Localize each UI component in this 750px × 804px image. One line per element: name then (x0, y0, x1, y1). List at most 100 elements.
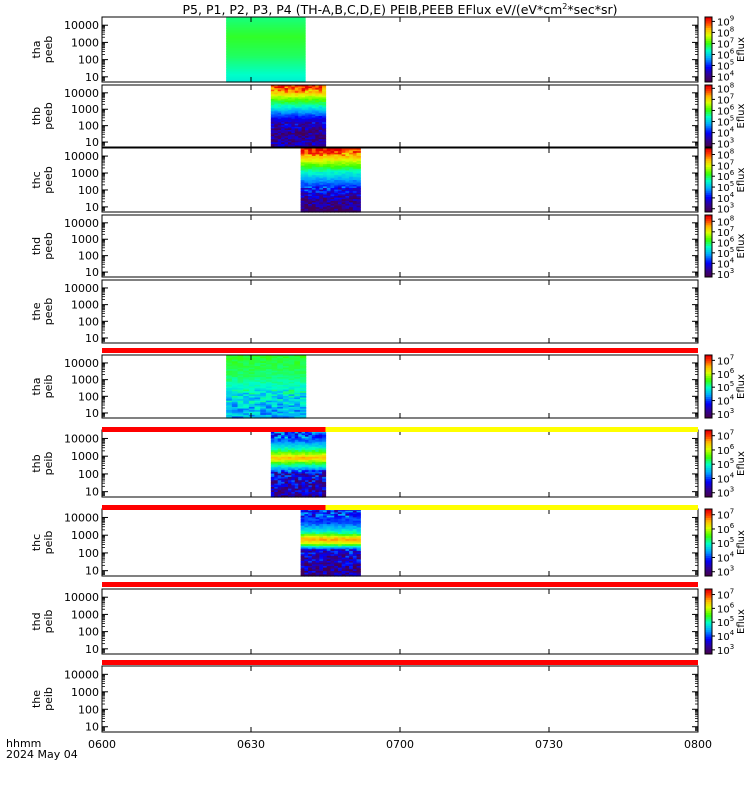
spectrogram-cell (326, 148, 332, 151)
spectrogram-cell (300, 534, 305, 537)
spectrogram-cell (311, 542, 317, 545)
spectrogram-cell (308, 117, 313, 120)
spectrogram-cell (298, 476, 303, 480)
spectrogram-cell (231, 373, 239, 377)
spectrogram-cell (291, 128, 296, 131)
spectrogram-cell (349, 200, 354, 203)
spectrogram-cell (274, 94, 279, 97)
spectrogram-cell (300, 532, 305, 535)
spectrogram-cell (287, 470, 292, 473)
spectrogram-cell (311, 539, 317, 542)
colorbar-swatch (705, 388, 712, 392)
colorbar-swatch (705, 248, 712, 251)
spectrogram-cell (270, 134, 275, 137)
spectrogram-cell (281, 92, 286, 95)
spectrogram-cell (291, 139, 296, 142)
spectrogram-cell (294, 143, 299, 147)
spectrogram-cell (271, 381, 278, 384)
spectrogram-cell (319, 159, 324, 162)
panel-tha-peib: 10100100010000thapeib107106105104103Eflu… (30, 353, 747, 421)
spectrogram-cell (337, 559, 343, 562)
spectrogram-cell (287, 460, 292, 463)
spectrogram-cell (287, 455, 292, 458)
spectrogram-cell (237, 377, 244, 380)
spectrogram-cell (294, 485, 299, 488)
spectrogram-cell (341, 557, 346, 560)
spectrogram-cell (315, 189, 320, 192)
spectrogram-cell (300, 196, 305, 199)
spectrogram-cell (326, 191, 332, 194)
spectrogram-cell (356, 151, 361, 154)
spectrogram-cell (352, 159, 358, 162)
spectrogram-cell (287, 86, 292, 89)
spectrogram-cell (270, 433, 275, 436)
spectrogram-cell (356, 154, 361, 157)
spectrogram-cell (254, 394, 261, 397)
spectrogram-cell (330, 547, 335, 550)
spectrogram-cell (308, 540, 313, 544)
spectrogram-cell (322, 137, 327, 140)
colorbar-tick-label: 103 (717, 643, 734, 657)
spectrogram-cell (356, 517, 361, 520)
colorbar-swatch (705, 250, 712, 253)
spectrogram-cell (305, 466, 310, 470)
spectrogram-cell (352, 170, 358, 173)
spectrogram-cell (308, 89, 313, 92)
spectrogram-cell (349, 555, 354, 559)
spectrogram-cell (277, 481, 282, 485)
spectrogram-cell (231, 381, 239, 384)
spectrogram-cell (226, 44, 306, 47)
spectrogram-cell (311, 192, 317, 195)
spectrogram-cell (322, 91, 327, 94)
spectrogram-cell (287, 136, 292, 139)
spectrogram-cell (341, 168, 346, 171)
spectrogram-cell (326, 552, 332, 555)
spectrogram-cell (352, 191, 358, 194)
spectrogram-cell (308, 436, 313, 439)
colorbar-swatch (705, 436, 712, 440)
spectrogram-cell (294, 465, 299, 468)
spectrogram-cell (349, 559, 354, 562)
spectrogram-cell (291, 86, 296, 89)
spectrogram-cell (288, 355, 295, 358)
spectrogram-cell (294, 411, 301, 414)
spectrogram-cell (330, 542, 335, 545)
spectrogram-cell (299, 411, 307, 414)
spectrogram-cell (334, 183, 339, 186)
spectrogram-cell (270, 463, 275, 466)
spectrogram-cell (243, 410, 250, 413)
spectrogram-cell (300, 572, 305, 575)
colorbar-swatch (705, 555, 712, 559)
spectrogram-cell (270, 453, 275, 456)
colorbar-swatch (705, 573, 712, 577)
spectrogram-cell (308, 458, 313, 461)
spectrogram-cell (330, 200, 335, 203)
spectrogram-cell (318, 468, 323, 471)
spectrogram-cell (277, 106, 282, 109)
spectrogram-cell (315, 192, 320, 195)
spectrogram-cell (319, 557, 324, 560)
colorbar-swatch (705, 641, 712, 644)
spectrogram-cell (281, 486, 286, 490)
spectrogram-cell (300, 192, 305, 195)
spectrogram-cell (326, 564, 332, 567)
spectrogram-cell (308, 461, 313, 465)
spectrogram-cell (260, 406, 267, 410)
spectrogram-cell (260, 403, 267, 406)
panel-ylabel: thapeib (30, 375, 55, 399)
spectrogram-cell (315, 156, 320, 159)
spectrogram-cell (311, 564, 317, 567)
spectrogram-cell (345, 570, 350, 574)
spectrogram-cell (270, 140, 275, 143)
spectrogram-cell (291, 123, 296, 126)
spectrogram-cell (319, 510, 324, 513)
spectrogram-cell (349, 184, 354, 187)
panel-ylabel-instrument: peib (42, 610, 55, 634)
spectrogram-cell (288, 358, 295, 361)
spectrogram-cell (334, 196, 339, 199)
spectrogram-cell (315, 451, 320, 455)
spectrogram-cell (298, 86, 303, 89)
spectrogram-cell (315, 152, 320, 155)
spectrogram-cell (352, 176, 358, 179)
colorbar-swatch (705, 148, 712, 151)
